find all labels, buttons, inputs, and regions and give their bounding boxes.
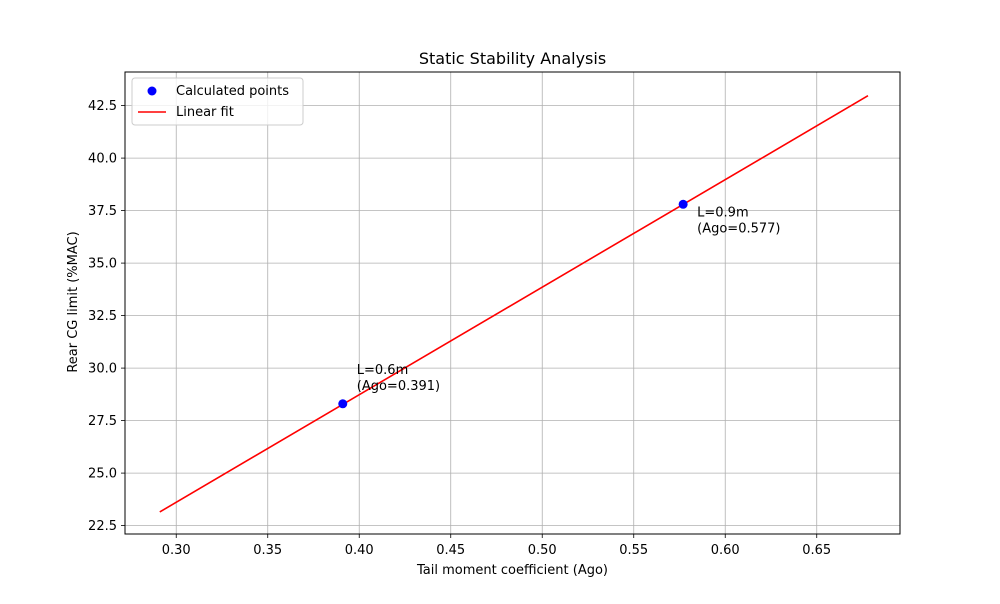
y-tick-label: 42.5	[88, 99, 117, 114]
annotations: L=0.6m (Ago=0.391) L=0.9m (Ago=0.577)	[357, 205, 781, 393]
chart-title: Static Stability Analysis	[419, 49, 606, 68]
x-tick-label: 0.65	[802, 543, 831, 558]
point-annotation: L=0.6m (Ago=0.391)	[357, 363, 440, 394]
linear-fit-line	[159, 95, 869, 513]
y-tick-label: 37.5	[88, 204, 117, 219]
annotation-line: L=0.6m	[357, 363, 408, 378]
x-tick-label: 0.60	[711, 543, 740, 558]
legend: Calculated points Linear fit	[131, 77, 304, 126]
annotation-line: L=0.9m	[697, 205, 748, 220]
calculated-point	[678, 199, 688, 209]
legend-marker-calculated-points	[147, 86, 157, 96]
legend-box	[131, 77, 304, 126]
x-tick-label: 0.55	[619, 543, 648, 558]
y-tick-label: 40.0	[88, 152, 117, 167]
x-tick-label: 0.40	[345, 543, 374, 558]
y-tick-label: 32.5	[88, 309, 117, 324]
y-tick-label: 30.0	[88, 362, 117, 377]
annotation-line: (Ago=0.577)	[697, 221, 780, 236]
x-axis-label: Tail moment coefficient (Ago)	[416, 563, 608, 578]
grid	[125, 72, 900, 534]
legend-label-linear-fit: Linear fit	[176, 105, 234, 120]
x-tick-label: 0.50	[528, 543, 557, 558]
y-tick-label: 35.0	[88, 257, 117, 272]
x-tick-label: 0.45	[436, 543, 465, 558]
plot-series	[159, 95, 869, 513]
calculated-point	[338, 399, 348, 409]
point-annotation: L=0.9m (Ago=0.577)	[697, 205, 780, 236]
y-axis-label: Rear CG limit (%MAC)	[66, 231, 81, 372]
y-tick-label: 25.0	[88, 467, 117, 482]
legend-label-calculated-points: Calculated points	[176, 84, 289, 99]
x-tick-label: 0.35	[253, 543, 282, 558]
axis-ticks: 0.30 0.35 0.40 0.45 0.50 0.55 0.60 0.65 22.5 25.0…	[88, 99, 831, 558]
y-tick-label: 27.5	[88, 414, 117, 429]
y-tick-label: 22.5	[88, 519, 117, 534]
annotation-line: (Ago=0.391)	[357, 379, 440, 394]
plot-frame	[124, 71, 901, 535]
x-tick-label: 0.30	[162, 543, 191, 558]
